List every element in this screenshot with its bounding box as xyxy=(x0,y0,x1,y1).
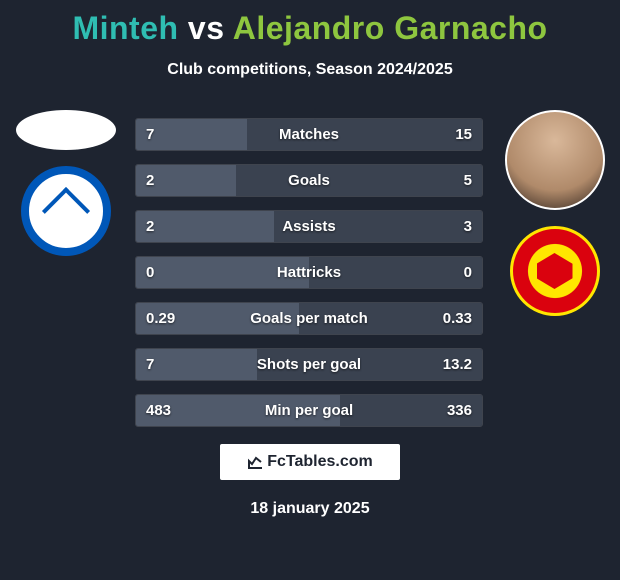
title-player2: Alejandro Garnacho xyxy=(233,10,548,46)
stat-row: 23Assists xyxy=(135,210,483,243)
player1-column xyxy=(8,110,123,256)
stat-row: 713.2Shots per goal xyxy=(135,348,483,381)
stat-label: Min per goal xyxy=(136,402,482,419)
stat-row: 483336Min per goal xyxy=(135,394,483,427)
stat-row: 00Hattricks xyxy=(135,256,483,289)
stat-label: Shots per goal xyxy=(136,356,482,373)
page-title: Minteh vs Alejandro Garnacho xyxy=(0,0,620,47)
player1-avatar xyxy=(16,110,116,150)
player2-club-crest xyxy=(510,226,600,316)
subtitle: Club competitions, Season 2024/2025 xyxy=(0,61,620,79)
stat-label: Matches xyxy=(136,126,482,143)
stat-row: 715Matches xyxy=(135,118,483,151)
stat-row: 25Goals xyxy=(135,164,483,197)
player1-club-crest xyxy=(21,166,111,256)
brand-text: FcTables.com xyxy=(267,453,373,471)
player2-avatar xyxy=(505,110,605,210)
stat-label: Goals xyxy=(136,172,482,189)
title-player1: Minteh xyxy=(72,10,178,46)
comparison-bars: 715Matches 25Goals 23Assists 00Hattricks 0.2… xyxy=(135,118,483,427)
stat-row: 0.290.33Goals per match xyxy=(135,302,483,335)
brand-badge: FcTables.com xyxy=(220,444,400,480)
title-vs: vs xyxy=(179,10,233,46)
player2-column xyxy=(497,110,612,316)
stat-label: Assists xyxy=(136,218,482,235)
footer-date: 18 january 2025 xyxy=(0,500,620,518)
stat-label: Hattricks xyxy=(136,264,482,281)
stat-label: Goals per match xyxy=(136,310,482,327)
chart-icon xyxy=(247,453,263,472)
